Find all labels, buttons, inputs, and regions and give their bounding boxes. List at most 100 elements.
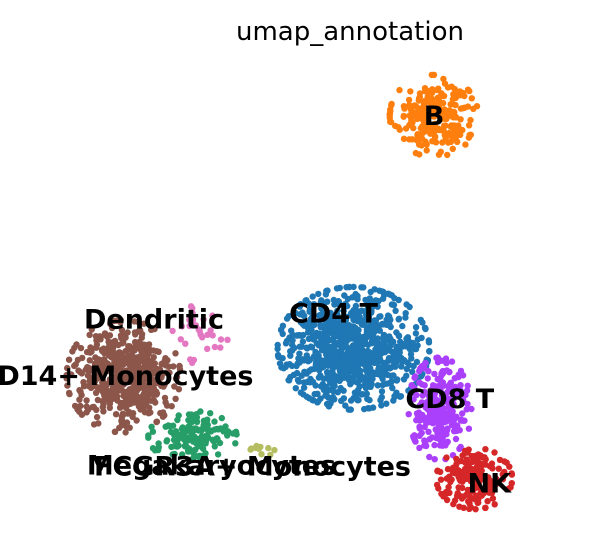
- data-point: [385, 290, 392, 297]
- data-point: [65, 356, 73, 363]
- data-point: [182, 340, 189, 347]
- data-point: [216, 439, 224, 447]
- data-point: [435, 151, 443, 158]
- data-point: [303, 297, 310, 304]
- data-point: [305, 367, 313, 375]
- data-point: [356, 338, 363, 345]
- data-point: [103, 380, 110, 388]
- data-point: [451, 375, 458, 382]
- data-point: [424, 93, 431, 100]
- data-point: [121, 359, 128, 366]
- data-point: [148, 326, 155, 333]
- data-point: [74, 406, 81, 413]
- data-point: [122, 429, 129, 436]
- data-point: [382, 364, 389, 371]
- data-point: [442, 410, 449, 417]
- data-point: [155, 446, 162, 454]
- data-point: [175, 386, 183, 393]
- data-point: [377, 397, 384, 404]
- data-point: [282, 340, 290, 347]
- data-point: [369, 375, 376, 383]
- data-point: [329, 356, 336, 364]
- data-point: [388, 102, 395, 109]
- data-point: [172, 350, 179, 357]
- data-point: [84, 372, 92, 379]
- data-point: [448, 358, 456, 365]
- data-point: [218, 414, 225, 422]
- data-point: [434, 430, 441, 438]
- data-point: [426, 348, 433, 355]
- data-point: [120, 381, 127, 388]
- data-point: [257, 443, 264, 451]
- data-point: [309, 314, 316, 321]
- data-point: [426, 436, 433, 443]
- data-point: [396, 393, 404, 400]
- data-point: [338, 397, 345, 404]
- data-point: [462, 141, 469, 148]
- data-point: [116, 351, 123, 358]
- data-point: [431, 456, 438, 463]
- data-point: [153, 418, 161, 425]
- data-point: [78, 411, 86, 418]
- data-point: [151, 360, 158, 367]
- data-point: [329, 394, 337, 401]
- data-point: [319, 362, 326, 369]
- data-point: [200, 316, 207, 323]
- data-point: [499, 476, 507, 483]
- data-point: [135, 356, 143, 363]
- series-cd14-monocytes: [63, 316, 184, 436]
- data-point: [123, 419, 131, 426]
- data-point: [66, 390, 73, 398]
- data-point: [445, 383, 452, 391]
- data-point: [93, 341, 101, 348]
- data-point: [207, 410, 214, 417]
- data-point: [425, 121, 432, 128]
- data-point: [129, 413, 136, 420]
- data-point: [456, 503, 463, 510]
- data-point: [412, 373, 419, 380]
- series-fcgr3a-monocytes: [145, 408, 240, 464]
- data-point: [454, 490, 461, 497]
- data-point: [111, 317, 118, 325]
- data-point: [105, 338, 112, 345]
- data-point: [297, 389, 305, 396]
- data-point: [374, 359, 381, 367]
- data-point: [198, 426, 205, 433]
- data-point: [488, 489, 496, 497]
- data-point: [471, 452, 479, 460]
- data-point: [158, 360, 165, 368]
- data-point: [86, 377, 93, 385]
- data-point: [323, 342, 331, 349]
- data-point: [163, 437, 171, 444]
- data-point: [317, 324, 324, 331]
- data-point: [374, 335, 381, 342]
- data-point: [449, 95, 457, 103]
- data-point: [214, 451, 222, 458]
- data-point: [324, 370, 331, 378]
- data-point: [315, 290, 322, 298]
- data-point: [428, 99, 435, 106]
- data-point: [428, 71, 435, 79]
- data-point: [358, 284, 365, 291]
- data-point: [119, 410, 127, 417]
- data-point: [178, 323, 186, 330]
- data-point: [363, 390, 370, 397]
- data-point: [140, 380, 147, 387]
- data-point: [468, 95, 475, 102]
- data-point: [140, 390, 148, 398]
- data-point: [365, 317, 372, 324]
- data-point: [309, 396, 316, 404]
- data-point: [385, 354, 393, 362]
- data-point: [285, 377, 293, 384]
- data-point: [74, 356, 82, 364]
- data-point: [205, 428, 212, 435]
- data-point: [464, 382, 471, 389]
- data-point: [386, 321, 393, 328]
- data-point: [407, 105, 415, 113]
- data-point: [141, 409, 149, 416]
- data-point: [119, 332, 127, 339]
- data-point: [303, 344, 310, 351]
- data-point: [311, 390, 318, 398]
- data-point: [209, 436, 216, 443]
- data-point: [364, 326, 372, 333]
